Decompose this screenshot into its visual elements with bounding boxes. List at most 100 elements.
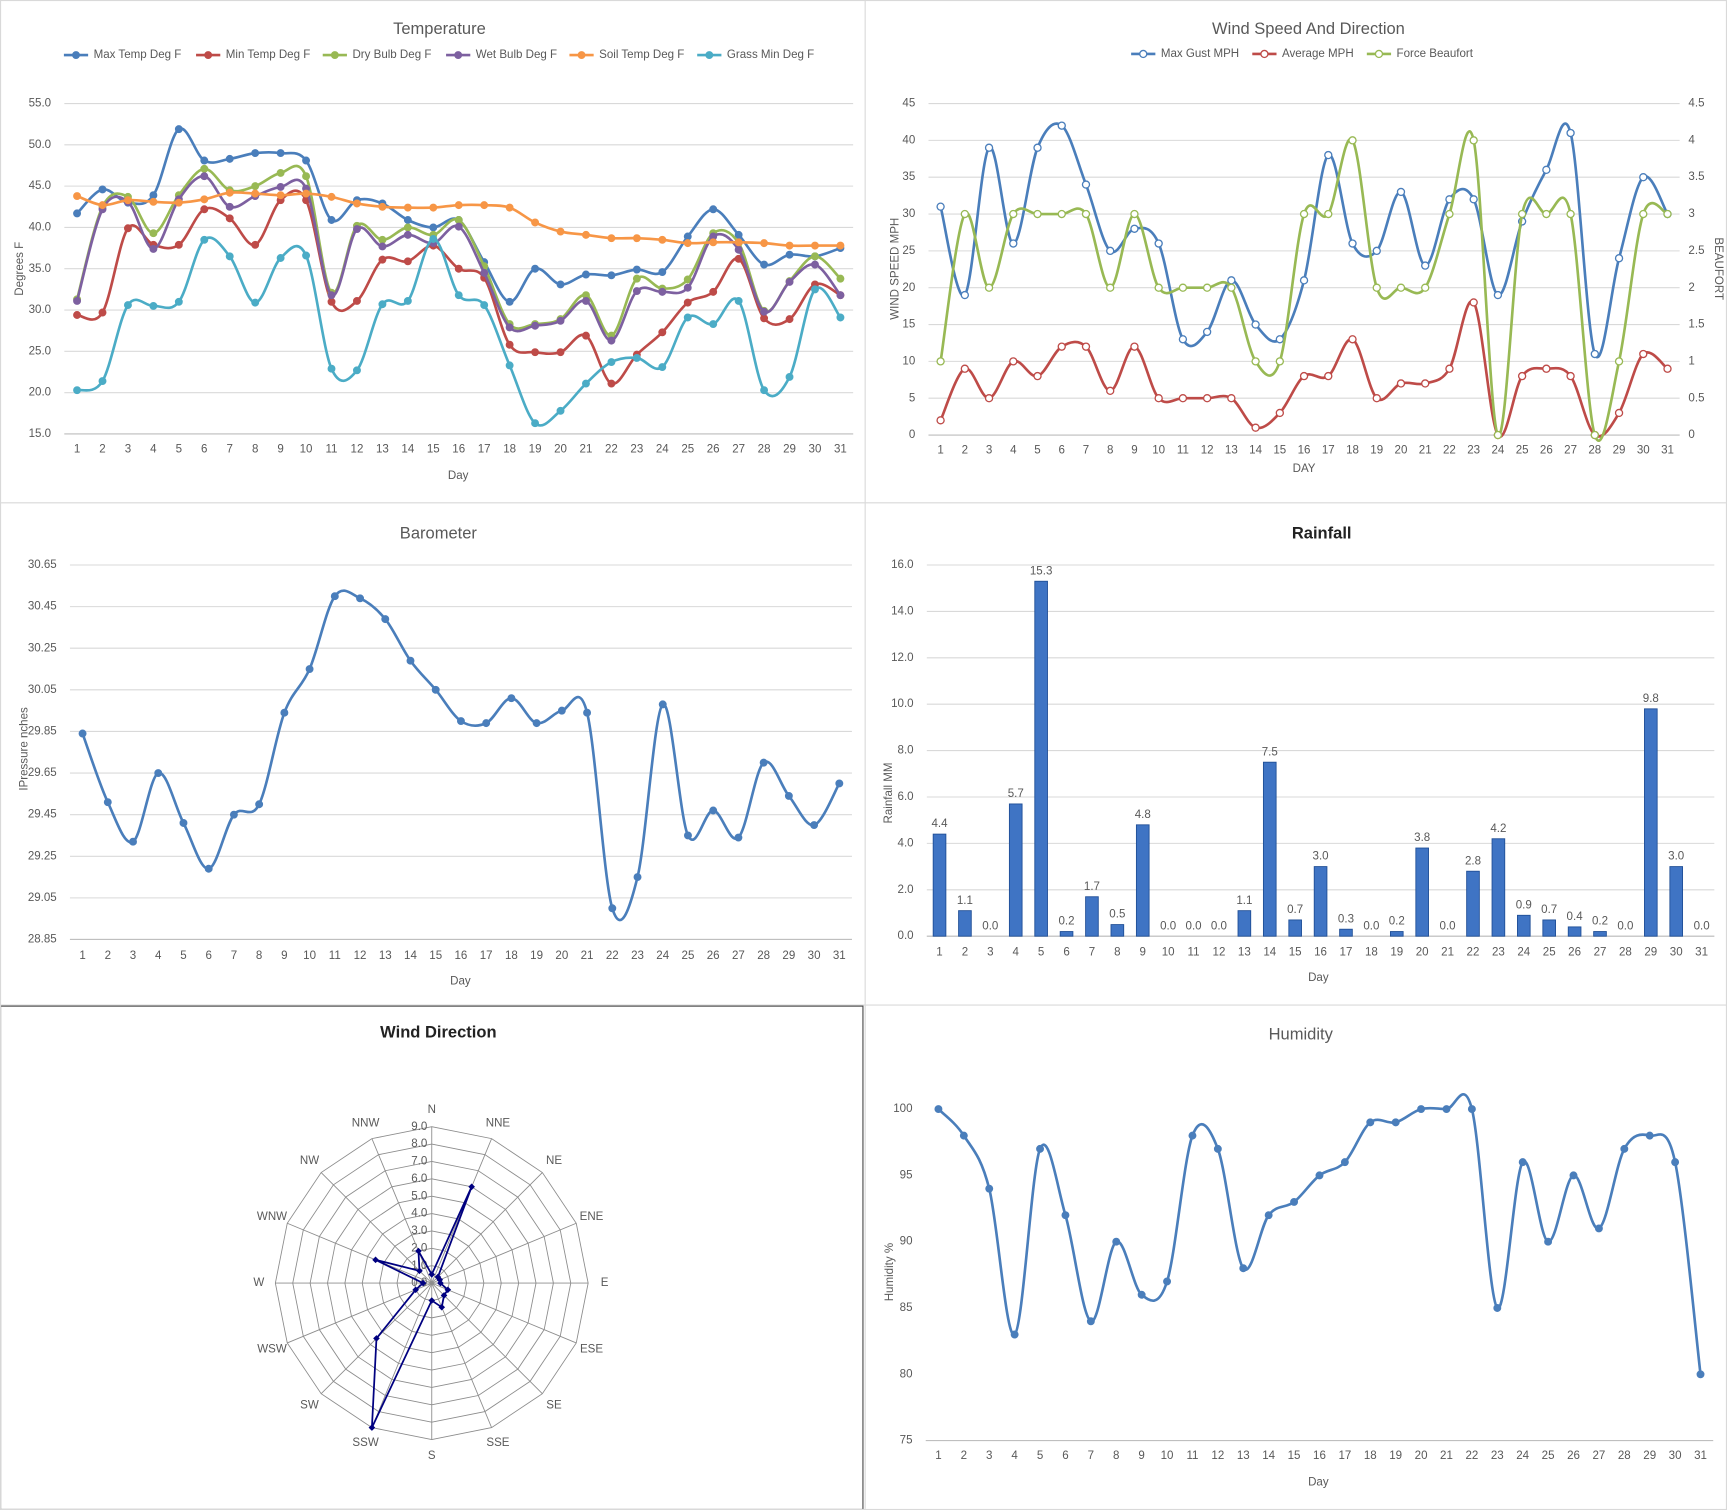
data-point <box>225 202 234 211</box>
data-point <box>431 685 440 694</box>
data-label: 0.5 <box>1109 909 1125 921</box>
y-tick-label: 5 <box>909 392 915 404</box>
data-point <box>454 264 463 273</box>
x-tick-label: 22 <box>605 443 618 455</box>
x-tick-label: 10 <box>1161 1450 1174 1462</box>
data-point <box>1566 128 1575 138</box>
y-tick-label: 10 <box>902 355 915 367</box>
data-point <box>73 192 82 201</box>
x-tick-label: 1 <box>936 947 942 959</box>
x-tick-label: 13 <box>1225 445 1238 457</box>
spoke <box>431 1138 493 1284</box>
data-point <box>302 156 311 165</box>
x-tick-label: 18 <box>505 950 518 962</box>
data-point <box>1036 1144 1045 1153</box>
y2-tick-label: 0.5 <box>1688 392 1704 404</box>
data-point <box>1081 342 1091 351</box>
x-tick-label: 12 <box>1213 947 1226 959</box>
data-point <box>225 154 234 163</box>
y-tick-label: 29.05 <box>28 892 57 904</box>
x-tick-label: 6 <box>1062 1450 1068 1462</box>
data-point <box>251 240 260 249</box>
data-point <box>1614 408 1624 418</box>
x-axis-title: Day <box>450 975 471 987</box>
x-tick-label: 26 <box>1567 1450 1580 1462</box>
data-point <box>378 300 387 309</box>
data-point <box>709 238 718 247</box>
data-point <box>760 239 769 248</box>
category-label: SSE <box>486 1437 509 1449</box>
x-tick-label: 27 <box>732 950 745 962</box>
data-point <box>734 296 743 305</box>
data-point <box>835 779 844 788</box>
data-point <box>607 379 616 388</box>
data-point <box>507 694 516 703</box>
x-tick-label: 14 <box>401 443 414 455</box>
data-point <box>1202 283 1212 292</box>
x-tick-label: 31 <box>1695 947 1708 959</box>
x-tick-label: 3 <box>986 1450 992 1462</box>
legend-label: Grass Min Deg F <box>727 49 814 61</box>
x-tick-label: 20 <box>1416 947 1429 959</box>
x-tick-label: 26 <box>707 950 720 962</box>
x-tick-label: 5 <box>176 443 182 455</box>
x-tick-label: 24 <box>1491 445 1504 457</box>
data-point <box>960 364 970 373</box>
data-point <box>836 274 845 283</box>
data-point <box>632 353 641 362</box>
y-tick-label: 95 <box>900 1169 913 1181</box>
x-tick-label: 30 <box>808 950 821 962</box>
x-tick-label: 30 <box>1669 1450 1682 1462</box>
data-point <box>1469 298 1478 307</box>
data-point <box>429 235 438 243</box>
data-label: 0.4 <box>1567 911 1584 923</box>
data-label: 0.0 <box>1440 920 1456 932</box>
category-label: SW <box>300 1399 319 1411</box>
data-point <box>1493 430 1503 440</box>
data-point <box>123 224 132 233</box>
data-point <box>1154 239 1163 248</box>
y-tick-label: 10.0 <box>891 698 913 710</box>
data-point <box>1106 386 1115 396</box>
data-point <box>1086 1317 1095 1326</box>
category-label: N <box>428 1104 436 1116</box>
legend-marker <box>454 51 463 60</box>
x-tick-label: 22 <box>606 950 619 962</box>
data-point <box>1542 165 1551 175</box>
y-tick-label: 85 <box>900 1302 913 1314</box>
data-point <box>505 297 514 306</box>
data-label: 0.2 <box>1059 916 1075 928</box>
legend-label: Soil Temp Deg F <box>599 49 684 61</box>
x-axis-title: Day <box>1308 972 1329 984</box>
x-tick-label: 3 <box>986 445 992 457</box>
data-point <box>200 164 209 173</box>
x-tick-label: 2 <box>99 443 105 455</box>
data-point <box>73 386 82 395</box>
data-point <box>480 201 489 210</box>
data-point <box>684 831 692 840</box>
data-point <box>123 301 132 310</box>
chart-title: Wind Direction <box>380 1022 496 1041</box>
x-tick-label: 4 <box>1010 445 1017 457</box>
data-point <box>1081 209 1091 219</box>
chart-title: Wind Speed And Direction <box>1212 19 1405 38</box>
data-point <box>403 203 412 212</box>
legend-marker <box>1139 49 1148 59</box>
x-tick-label: 11 <box>326 443 338 455</box>
x-tick-label: 24 <box>1517 947 1530 959</box>
x-tick-label: 19 <box>1389 1450 1402 1462</box>
data-point <box>836 291 845 300</box>
y2-tick-label: 2 <box>1688 282 1694 294</box>
data-point <box>174 198 183 207</box>
category-label: ENE <box>580 1211 604 1223</box>
data-point <box>302 251 311 260</box>
category-label: SSW <box>352 1437 378 1449</box>
data-point <box>330 592 339 601</box>
data-point <box>200 235 209 244</box>
x-tick-label: 28 <box>1588 445 1601 457</box>
data-point <box>1639 173 1648 182</box>
bar <box>1593 931 1607 937</box>
data-point <box>1033 143 1042 152</box>
data-point <box>1348 136 1357 145</box>
data-point <box>403 223 412 232</box>
